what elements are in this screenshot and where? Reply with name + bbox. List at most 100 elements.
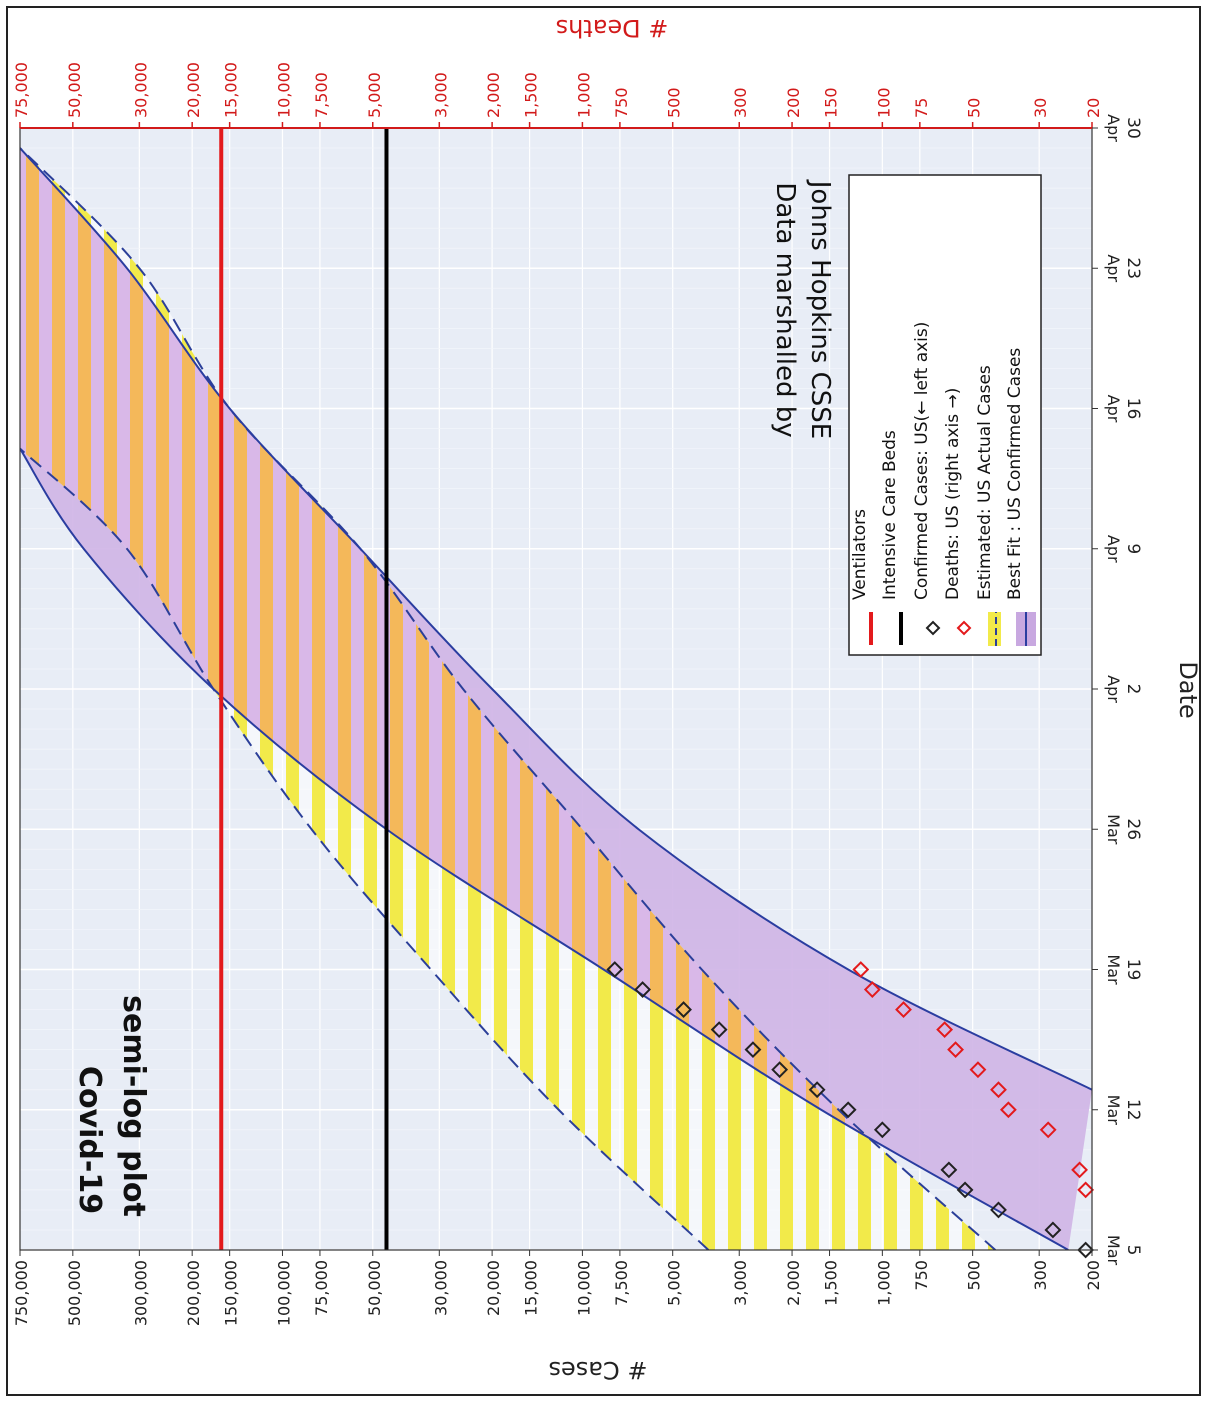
left-tick-label-10: 10,000 <box>574 1260 593 1316</box>
right-tick-label-3: 75 <box>912 98 931 118</box>
date-tick-month-4: Apr <box>1104 675 1123 703</box>
capacity-lines <box>219 128 389 1250</box>
y-axis-label-left: # Cases <box>549 1356 648 1384</box>
date-tick-month-3: Mar <box>1104 814 1123 845</box>
death-point-9 <box>863 981 881 998</box>
left-tick-label-20: 500,000 <box>65 1260 84 1326</box>
date-tick-month-5: Apr <box>1104 535 1123 563</box>
case-point-6 <box>839 1101 857 1119</box>
right-tick-label-2: 50 <box>965 98 984 118</box>
source-credit: Data marshalled by Johns Hopkins CSSE <box>770 179 835 439</box>
death-point-10 <box>852 961 870 978</box>
case-point-5 <box>873 1121 891 1139</box>
best-fit-upper-line <box>20 448 1069 1250</box>
date-tick-day-3: 26 <box>1123 818 1143 840</box>
legend-swatch-3 <box>956 620 972 636</box>
right-tick-label-5: 150 <box>822 87 841 118</box>
title-line-2: semi-log plot <box>116 995 151 1217</box>
case-point-1 <box>1044 1221 1062 1239</box>
death-point-3 <box>999 1101 1017 1119</box>
case-point-13 <box>606 961 624 978</box>
left-tick-label-9: 7,500 <box>612 1260 631 1306</box>
right-tick-label-9: 750 <box>612 87 631 118</box>
right-tick-label-0: 20 <box>1084 98 1103 118</box>
left-tick-label-6: 2,000 <box>784 1260 803 1306</box>
data-markers <box>606 961 1095 1259</box>
left-tick-label-1: 300 <box>1031 1260 1050 1291</box>
left-tick-label-17: 150,000 <box>222 1260 241 1326</box>
left-tick-label-8: 5,000 <box>665 1260 684 1306</box>
left-tick-label-14: 50,000 <box>365 1260 384 1316</box>
estimate-bands <box>20 147 1092 1250</box>
death-point-6 <box>947 1041 964 1059</box>
right-axis-ticks: 20 30 50 75 100 150 200 300 500 750 1,000 1,500 2,00… <box>12 62 1103 128</box>
death-point-2 <box>1039 1121 1057 1139</box>
left-tick-label-15: 75,000 <box>312 1260 331 1316</box>
legend: Ventilators Intensive Care Beds Confirmed … <box>848 174 1042 656</box>
case-point-9 <box>744 1041 762 1059</box>
legend-label-5: Best Fit : US Confirmed Cases <box>1005 348 1025 600</box>
death-point-5 <box>969 1061 987 1079</box>
right-tick-label-19: 30,000 <box>131 62 150 118</box>
legend-label-0: Ventilators <box>850 509 870 600</box>
legend-swatch-2 <box>925 620 941 636</box>
left-tick-label-11: 15,000 <box>522 1260 541 1316</box>
right-tick-label-15: 7,500 <box>312 72 331 118</box>
legend-box <box>848 174 1042 656</box>
legend-label-3: Deaths: US (right axis →) <box>943 388 963 600</box>
right-tick-label-10: 1,000 <box>574 72 593 118</box>
death-point-8 <box>895 1001 912 1018</box>
figure-frame <box>6 6 1201 1396</box>
left-tick-label-18: 200,000 <box>184 1260 203 1326</box>
right-tick-label-4: 100 <box>874 87 893 118</box>
case-point-10 <box>710 1021 728 1039</box>
left-tick-label-0: 200 <box>1084 1260 1103 1291</box>
date-tick-day-7: 23 <box>1123 257 1143 279</box>
y-axis-label-right: # Deaths <box>556 14 669 42</box>
left-tick-label-4: 1,000 <box>874 1260 893 1306</box>
right-tick-label-8: 500 <box>665 87 684 118</box>
left-axis-ticks: 200 300 500 750 1,000 1,500 2,000 3,000 5,000 7,5… <box>12 1250 1103 1326</box>
right-tick-label-16: 10,000 <box>274 62 293 118</box>
right-tick-label-18: 20,000 <box>184 62 203 118</box>
left-tick-label-13: 30,000 <box>431 1260 450 1316</box>
date-tick-month-0: Mar <box>1104 1235 1123 1266</box>
date-tick-month-1: Mar <box>1104 1095 1123 1126</box>
left-tick-label-12: 20,000 <box>484 1260 503 1316</box>
case-point-12 <box>634 981 652 998</box>
left-tick-label-19: 300,000 <box>131 1260 150 1326</box>
death-point-0 <box>1077 1181 1095 1199</box>
estimated-upper-line <box>20 447 710 1250</box>
best-fit-lower-line <box>20 147 1092 1091</box>
credit-line-2: Johns Hopkins CSSE <box>805 179 835 439</box>
chart-title: Covid-19 semi-log plot <box>72 995 151 1217</box>
date-tick-day-2: 19 <box>1123 959 1143 981</box>
date-tick-day-4: 2 <box>1123 684 1143 695</box>
legend-label-1: Intensive Care Beds <box>880 430 900 600</box>
best-fit-band <box>20 148 1092 1250</box>
left-tick-label-7: 3,000 <box>731 1260 750 1306</box>
left-tick-label-2: 500 <box>965 1260 984 1291</box>
right-tick-label-21: 75,000 <box>12 62 31 118</box>
estimated-lower-line <box>20 147 997 1250</box>
left-tick-label-5: 1,500 <box>822 1260 841 1306</box>
date-tick-day-0: 5 <box>1123 1245 1143 1256</box>
case-point-7 <box>808 1081 826 1099</box>
case-point-2 <box>990 1201 1007 1219</box>
date-tick-day-1: 12 <box>1123 1099 1143 1121</box>
right-tick-label-12: 2,000 <box>484 72 503 118</box>
date-tick-month-8: Apr <box>1104 114 1123 142</box>
right-tick-label-7: 300 <box>731 87 750 118</box>
left-tick-label-16: 100,000 <box>274 1260 293 1326</box>
x-axis-label: Date <box>1174 661 1202 718</box>
left-tick-label-21: 750,000 <box>12 1260 31 1326</box>
date-tick-day-5: 9 <box>1123 543 1143 554</box>
legend-label-4: Estimated: US Actual Cases <box>975 365 995 600</box>
case-point-4 <box>940 1161 958 1179</box>
title-line-1: Covid-19 <box>72 1066 107 1214</box>
right-tick-label-17: 15,000 <box>222 62 241 118</box>
case-point-8 <box>771 1061 789 1079</box>
date-tick-month-2: Mar <box>1104 954 1123 985</box>
date-tick-month-7: Apr <box>1104 254 1123 282</box>
